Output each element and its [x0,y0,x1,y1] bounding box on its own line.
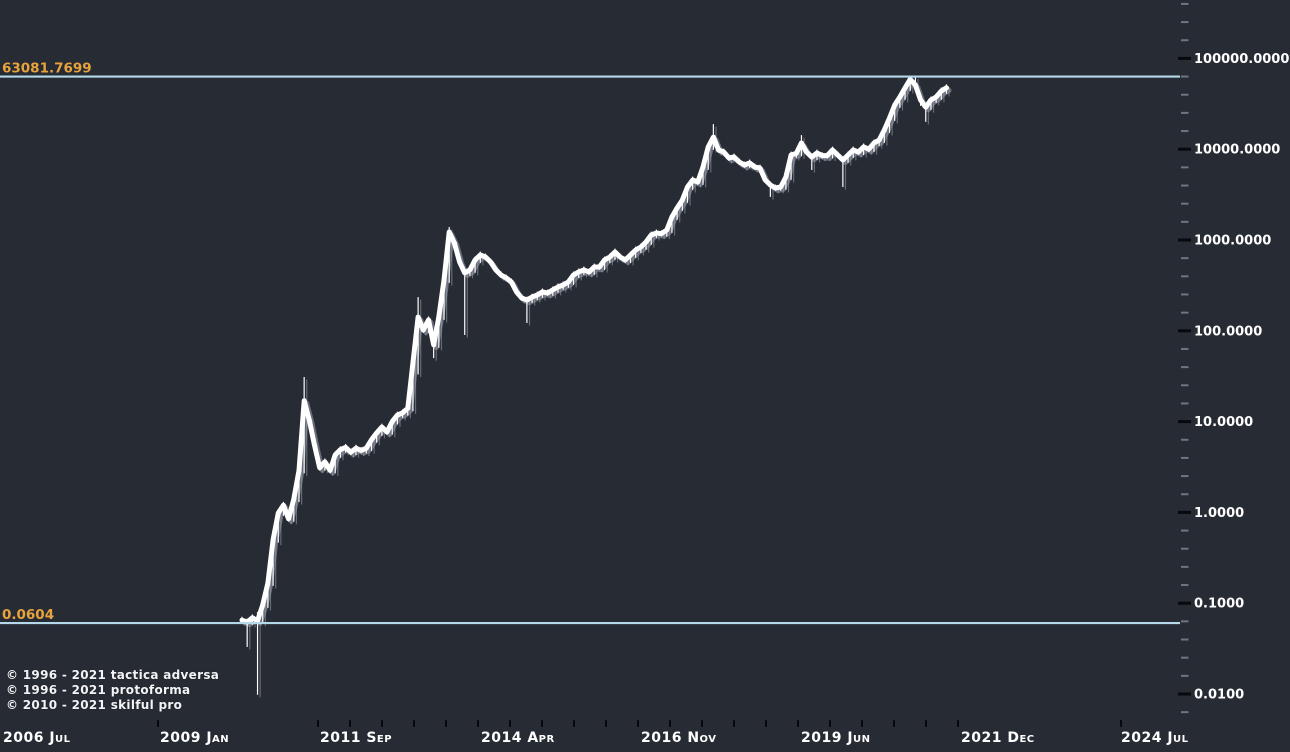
price-curve [239,76,949,625]
y-axis-label: 0.0100 [1194,688,1244,703]
x-axis-label: 2011 Sep [320,730,392,746]
y-axis-label: 100000.0000 [1194,52,1289,67]
x-axis-label: 2014 Apr [481,730,555,746]
price-level-label: 63081.7699 [2,61,92,77]
watermark-block: © 1996 - 2021 tactica adversa © 1996 - 2… [6,668,219,713]
x-axis-label: 2016 Nov [641,730,717,746]
y-axis-label: 100.0000 [1194,324,1262,339]
x-axis-label: 2006 Jul [3,730,71,746]
x-axis-label: 2021 Dec [961,730,1035,746]
price-series [239,75,949,695]
y-axis: 100000.0000 10000.0000 1000.0000 100.0000 10… [1178,2,1289,714]
y-axis-label: 0.1000 [1194,597,1244,612]
x-axis-label: 2019 Jun [801,730,871,746]
y-axis-label: 10.0000 [1194,415,1253,430]
x-axis-label: 2024 Jul [1121,730,1189,746]
y-axis-label: 1000.0000 [1194,234,1271,249]
y-axis-label: 10000.0000 [1194,143,1280,158]
price-level-label: 0.0604 [2,607,54,623]
y-axis-label: 1.0000 [1194,506,1244,521]
x-axis: 2006 Jul 2009 Jan 2011 Sep 2014 Apr 2016 Nov… [3,720,1189,746]
watermark-line: © 2010 - 2021 skilful pro [6,698,183,712]
watermark-line: © 1996 - 2021 tactica adversa [6,668,220,682]
watermark-line: © 1996 - 2021 protoforma [6,683,191,697]
x-axis-label: 2009 Jan [160,730,229,746]
